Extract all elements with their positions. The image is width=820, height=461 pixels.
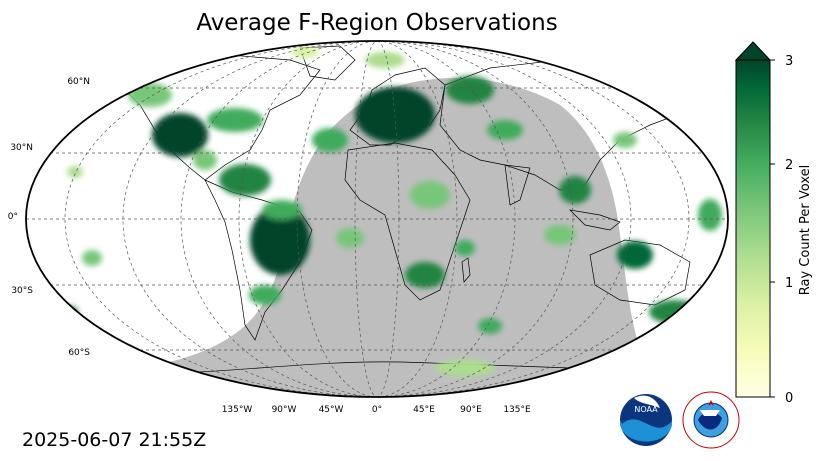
lat-label-60n: 60°N	[67, 77, 90, 87]
lat-label-0: 0°	[8, 212, 18, 222]
night-shade-region	[120, 77, 700, 397]
colorbar-ticks	[770, 59, 775, 398]
colorbar-tick-3: 3	[785, 54, 793, 69]
colorbar-tick-2: 2	[785, 158, 793, 173]
lat-label-30s: 30°S	[11, 286, 33, 296]
colorbar-tick-1: 1	[785, 276, 793, 291]
colorbar-extend-arrow	[734, 41, 772, 61]
colorbar: 0 1 2 3 Ray Count Per Voxel	[734, 41, 813, 406]
lat-label-60s: 60°S	[68, 348, 90, 358]
ray-count-heatmap	[62, 46, 722, 376]
colorbar-tick-0: 0	[785, 391, 793, 406]
map-title: Average F-Region Observations	[196, 10, 557, 36]
noaa-logo-text: NOAA	[634, 405, 658, 414]
lon-label-135w: 135°W	[222, 405, 253, 415]
colorbar-label: Ray Count Per Voxel	[798, 165, 813, 295]
world-map: 60°N 30°N 0° 30°S 60°S 135°W 90°W 45°W 0…	[8, 40, 729, 415]
lon-label-45w: 45°W	[319, 405, 344, 415]
lon-label-90w: 90°W	[272, 405, 297, 415]
nws-logo	[682, 391, 740, 449]
lon-label-135e: 135°E	[503, 405, 531, 415]
lon-label-45e: 45°E	[413, 405, 435, 415]
lon-label-0: 0°	[372, 405, 382, 415]
lat-label-30n: 30°N	[10, 143, 33, 153]
lon-label-90e: 90°E	[460, 405, 482, 415]
timestamp: 2025-06-07 21:55Z	[22, 429, 206, 451]
noaa-logo: NOAA	[620, 394, 672, 446]
colorbar-gradient	[735, 59, 771, 398]
globe-outline	[25, 40, 729, 398]
